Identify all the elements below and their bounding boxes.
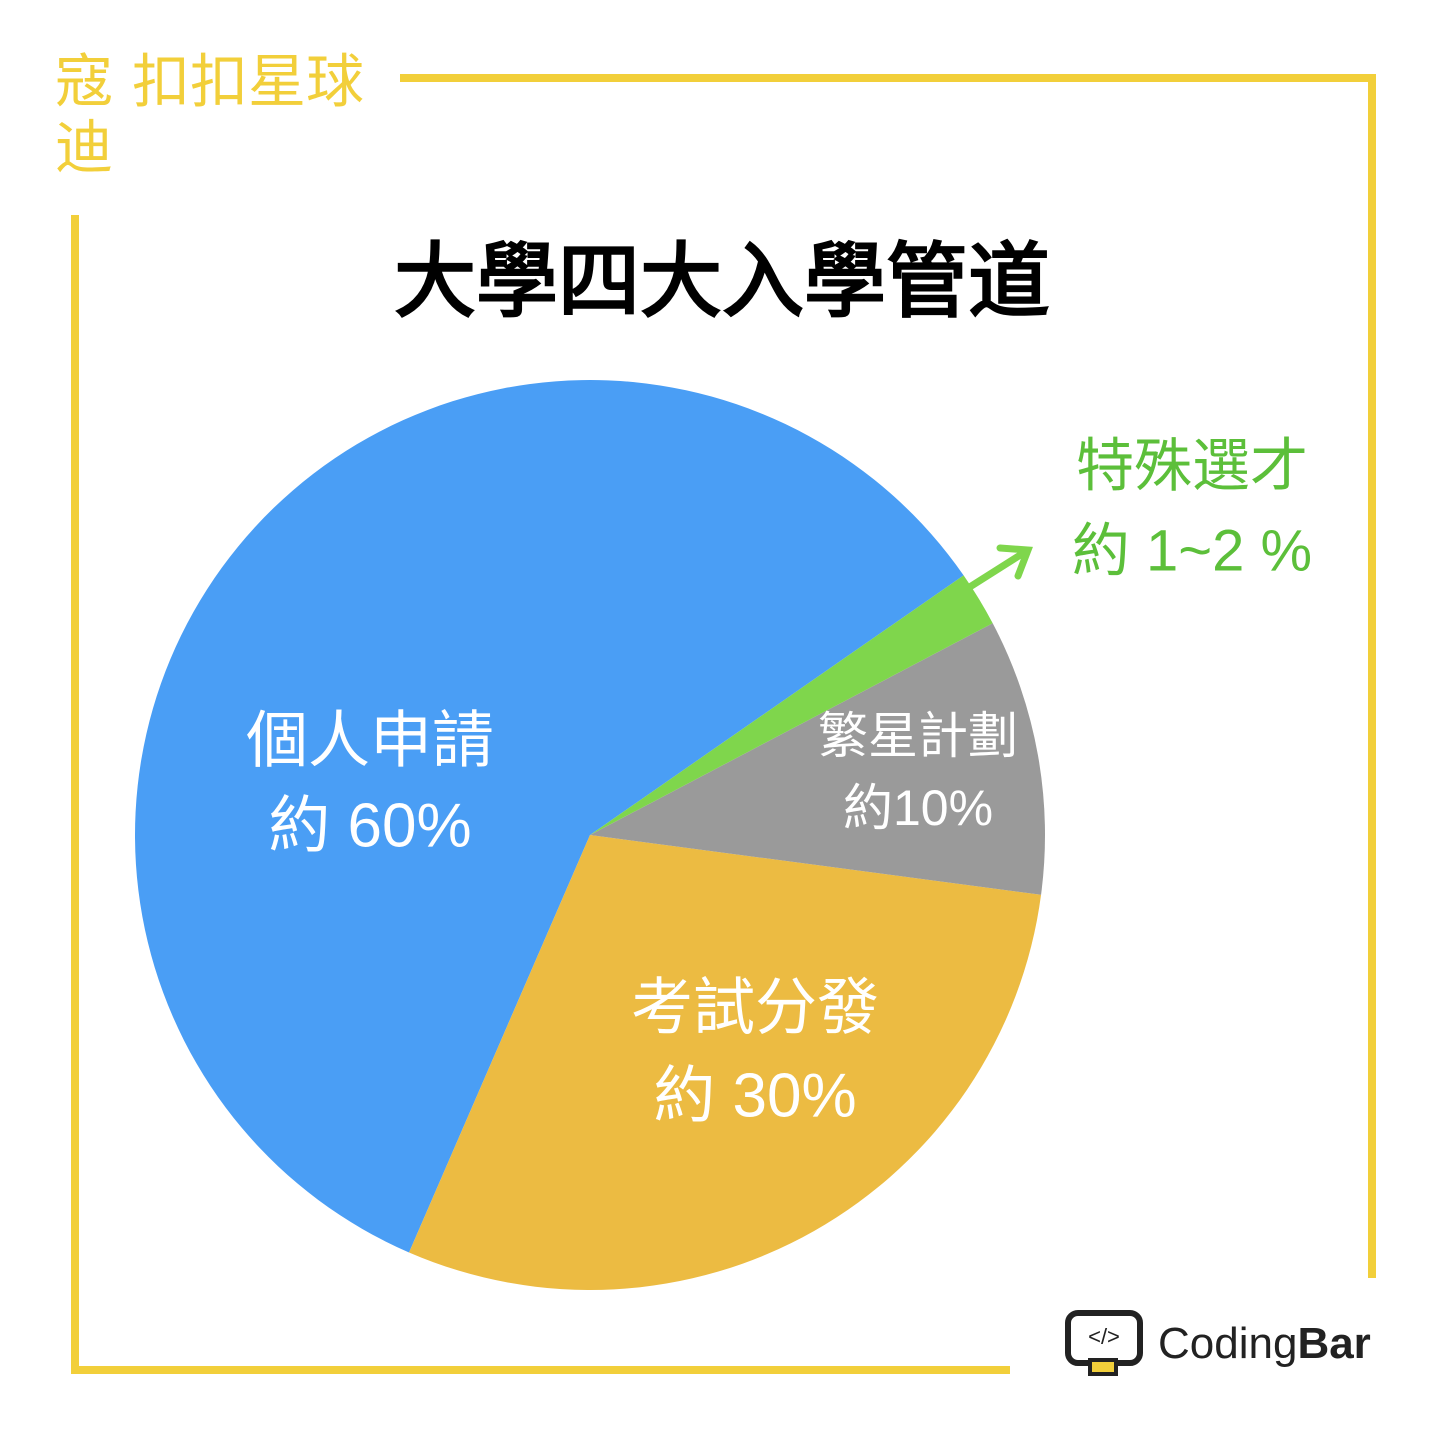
logo-text: Coding (1158, 1319, 1297, 1368)
slice-value-label: 約 30% (653, 1061, 856, 1130)
pie-slice (590, 623, 1046, 895)
slice-value-label: 約10% (843, 780, 993, 836)
slice-label: 考試分發 (631, 973, 879, 1042)
chart-title: 大學四大入學管道 (394, 237, 1050, 328)
pie (134, 379, 1046, 1290)
pie-slice (590, 575, 993, 835)
callout-arrow (961, 544, 1033, 594)
brand-name: 寇 (55, 49, 113, 114)
pie-slice (134, 379, 964, 1253)
logo-text: Bar (1297, 1319, 1370, 1368)
slice-value-label: 約 60% (268, 791, 471, 860)
slice-value-label: 約 1~2 % (1072, 518, 1312, 583)
slice-label: 繁星計劃 (818, 708, 1018, 764)
slice-label: 個人申請 (246, 706, 494, 775)
brand-planet: 扣扣星球 (132, 49, 364, 114)
brand-name: 迪 (55, 115, 113, 180)
logo-icon (1088, 1358, 1118, 1376)
logo-icon: </> (1088, 1324, 1120, 1349)
logo-text: CodingBar (1158, 1319, 1371, 1368)
pie-slice (409, 835, 1042, 1290)
slice-label: 特殊選才 (1076, 433, 1308, 498)
logo: </> CodingBar (1065, 1310, 1371, 1376)
